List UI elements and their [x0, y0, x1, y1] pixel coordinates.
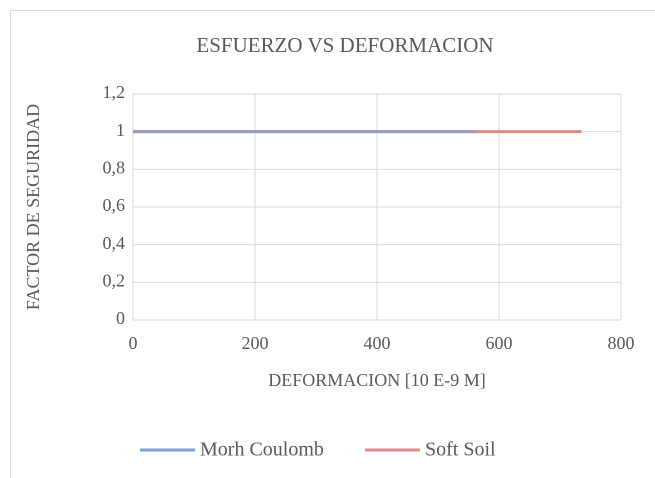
x-axis-label: DEFORMACION [10 E-9 M] [268, 370, 486, 390]
y-tick-label: 0,8 [103, 157, 126, 177]
legend-label: Soft Soil [425, 439, 496, 461]
y-tick-label: 0,6 [103, 195, 126, 215]
y-tick-label: 0,4 [103, 233, 126, 253]
y-axis-label: FACTOR DE SEGURIDAD [23, 104, 43, 310]
x-tick-label: 600 [486, 333, 513, 353]
chart-title: ESFUERZO VS DEFORMACION [196, 33, 493, 57]
x-tick-label: 800 [608, 333, 635, 353]
x-tick-label: 400 [364, 333, 391, 353]
legend-label: Morh Coulomb [200, 439, 324, 461]
x-tick-label: 200 [242, 333, 269, 353]
chart-border [10, 10, 655, 478]
y-tick-label: 1,2 [103, 82, 126, 102]
y-tick-label: 0 [116, 308, 125, 328]
x-tick-label: 0 [129, 333, 138, 353]
y-tick-label: 0,2 [103, 270, 126, 290]
y-tick-label: 1 [116, 120, 125, 140]
